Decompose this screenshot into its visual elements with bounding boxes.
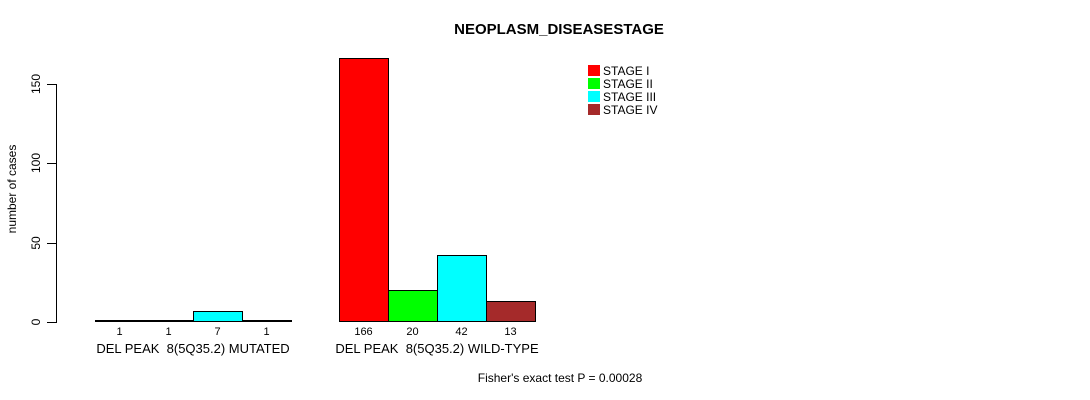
y-axis-tick <box>47 242 56 244</box>
bar-value-label: 166 <box>354 326 373 338</box>
bar-value-label: 42 <box>455 326 468 338</box>
bar-stage-ii <box>388 290 438 322</box>
bar-stage-i <box>339 58 389 322</box>
legend-swatch <box>588 104 600 115</box>
bar-value-label: 1 <box>263 326 270 338</box>
legend-label: STAGE III <box>603 90 657 104</box>
group-label: DEL PEAK 8(5Q35.2) WILD-TYPE <box>335 341 539 356</box>
y-axis-tick <box>47 163 56 164</box>
group-label: DEL PEAK 8(5Q35.2) MUTATED <box>96 341 290 356</box>
y-axis-tick <box>47 83 56 85</box>
bar-stage-i <box>95 320 145 323</box>
chart-title: NEOPLASM_DISEASESTAGE <box>454 21 664 38</box>
bar-stage-iii <box>193 310 243 322</box>
bar-stage-iv <box>242 320 292 323</box>
legend-swatch <box>588 65 600 76</box>
bar-stage-iii <box>437 255 487 322</box>
bar-value-label: 7 <box>214 326 221 338</box>
fisher-test-annotation: Fisher's exact test P = 0.00028 <box>477 371 643 385</box>
legend-label: STAGE IV <box>603 103 658 117</box>
bar-value-label: 1 <box>165 326 172 338</box>
legend-swatch <box>588 78 600 89</box>
legend-label: STAGE II <box>603 77 653 91</box>
legend-swatch <box>588 91 600 102</box>
y-axis-tick-label: 150 <box>29 73 43 94</box>
y-axis-tick-label: 100 <box>29 152 43 174</box>
bar-stage-iv <box>486 301 536 322</box>
y-axis-tick-label: 50 <box>29 235 43 250</box>
bar-value-label: 1 <box>116 326 123 338</box>
y-axis-line <box>56 83 57 323</box>
bar-value-label: 13 <box>504 326 517 338</box>
y-axis-tick <box>47 322 56 323</box>
bar-value-label: 20 <box>406 326 419 338</box>
legend-label: STAGE I <box>603 64 650 78</box>
y-axis-tick-label: 0 <box>29 318 43 326</box>
bar-stage-ii <box>144 320 194 323</box>
